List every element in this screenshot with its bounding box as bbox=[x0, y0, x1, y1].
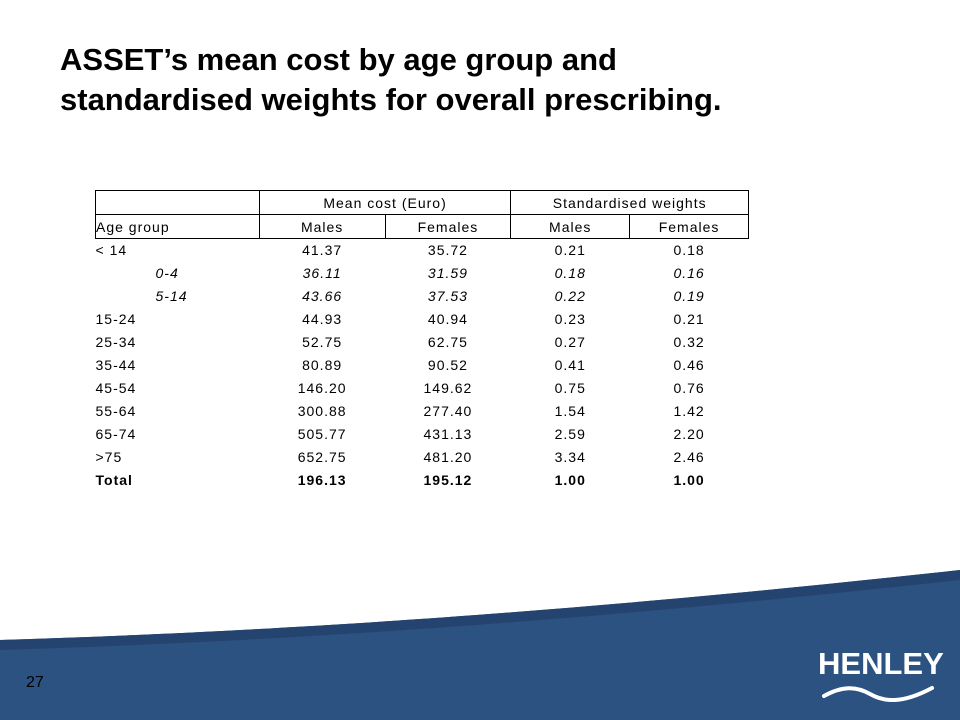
cell-males-cost: 80.89 bbox=[302, 357, 343, 373]
cell-males-weight: 0.18 bbox=[554, 265, 586, 281]
table-row: < 14 41.37 35.72 0.21 0.18 bbox=[96, 239, 749, 263]
cell-females-weight: 0.18 bbox=[673, 242, 705, 258]
wave-icon bbox=[822, 686, 934, 703]
footer-band-shape bbox=[0, 570, 960, 720]
table-row: 65-74 505.77 431.13 2.59 2.20 bbox=[96, 423, 749, 446]
cell-males-weight: 2.59 bbox=[554, 426, 586, 442]
table-column-header-row: Age group Males Females Males Females bbox=[95, 214, 749, 239]
cell-females-weight: 0.32 bbox=[673, 334, 705, 350]
cell-females-cost: 431.13 bbox=[423, 426, 473, 442]
cell-females-weight: 0.46 bbox=[673, 357, 705, 373]
henley-logo-text: HENLEY bbox=[818, 646, 944, 681]
cell-males-cost: 652.75 bbox=[297, 449, 347, 465]
slide-title-line-1: ASSET’s mean cost by age group and bbox=[60, 42, 617, 77]
cell-males-cost: 300.88 bbox=[297, 403, 347, 419]
slide-title: ASSET’s mean cost by age group and stand… bbox=[60, 40, 920, 120]
header-males-cost: Males bbox=[258, 214, 386, 239]
page-number: 27 bbox=[26, 674, 44, 691]
slide-title-line-2: standardised weights for overall prescri… bbox=[60, 82, 722, 117]
cell-males-weight: 1.00 bbox=[554, 472, 586, 488]
cell-females-weight: 0.21 bbox=[673, 311, 705, 327]
cell-females-cost: 195.12 bbox=[423, 472, 473, 488]
cell-females-weight: 1.00 bbox=[673, 472, 705, 488]
cell-males-cost: 43.66 bbox=[302, 288, 343, 304]
cell-males-weight: 3.34 bbox=[554, 449, 586, 465]
table-row: 15-24 44.93 40.94 0.23 0.21 bbox=[96, 308, 749, 331]
table-header-blank bbox=[95, 190, 260, 215]
cell-females-cost: 481.20 bbox=[423, 449, 473, 465]
cell-age-group: 0-4 bbox=[155, 265, 179, 281]
henley-logo: HENLEY bbox=[818, 640, 944, 708]
table-row-subgroup: 0-4 36.11 31.59 0.18 0.16 bbox=[96, 262, 749, 285]
cell-males-cost: 36.11 bbox=[302, 265, 342, 281]
cell-males-weight: 0.22 bbox=[554, 288, 586, 304]
table-row: >75 652.75 481.20 3.34 2.46 bbox=[96, 446, 749, 469]
cell-age-group: 25-34 bbox=[95, 334, 137, 350]
cell-females-cost: 277.40 bbox=[423, 403, 473, 419]
header-females-weight: Females bbox=[629, 214, 749, 239]
cell-age-group: 55-64 bbox=[95, 403, 137, 419]
table-row-total: Total 196.13 195.12 1.00 1.00 bbox=[96, 469, 749, 492]
cell-males-weight: 0.27 bbox=[554, 334, 586, 350]
cell-age-group: >75 bbox=[95, 449, 123, 465]
cell-females-cost: 90.52 bbox=[427, 357, 468, 373]
cell-males-weight: 1.54 bbox=[554, 403, 586, 419]
table-row-subgroup: 5-14 43.66 37.53 0.22 0.19 bbox=[96, 285, 749, 308]
cell-females-weight: 1.42 bbox=[673, 403, 705, 419]
cell-males-cost: 196.13 bbox=[297, 472, 347, 488]
cell-females-weight: 0.16 bbox=[673, 265, 705, 281]
header-females-cost: Females bbox=[384, 214, 511, 239]
cell-females-cost: 40.94 bbox=[427, 311, 468, 327]
cell-males-cost: 146.20 bbox=[297, 380, 347, 396]
cell-females-weight: 0.19 bbox=[673, 288, 705, 304]
cell-males-cost: 505.77 bbox=[297, 426, 347, 442]
cell-males-weight: 0.23 bbox=[554, 311, 586, 327]
cell-males-cost: 44.93 bbox=[302, 311, 343, 327]
cell-age-group: 35-44 bbox=[95, 357, 137, 373]
cell-females-weight: 2.46 bbox=[673, 449, 705, 465]
cell-age-group: Total bbox=[95, 472, 133, 488]
cell-age-group: 15-24 bbox=[95, 311, 137, 327]
cell-females-cost: 31.59 bbox=[427, 265, 468, 281]
header-mean-cost: Mean cost (Euro) bbox=[258, 190, 511, 215]
cost-weights-table: Mean cost (Euro) Standardised weights Ag… bbox=[95, 190, 749, 492]
cell-females-cost: 149.62 bbox=[423, 380, 473, 396]
header-standardised-weights: Standardised weights bbox=[510, 190, 749, 215]
cell-females-cost: 35.72 bbox=[427, 242, 468, 258]
cell-females-cost: 62.75 bbox=[427, 334, 468, 350]
cell-females-weight: 0.76 bbox=[673, 380, 705, 396]
cell-age-group: 65-74 bbox=[95, 426, 137, 442]
header-age-group: Age group bbox=[95, 214, 260, 239]
cell-males-weight: 0.21 bbox=[554, 242, 586, 258]
table-row: 45-54 146.20 149.62 0.75 0.76 bbox=[96, 377, 749, 400]
cell-males-cost: 41.37 bbox=[302, 242, 343, 258]
cell-females-cost: 37.53 bbox=[427, 288, 468, 304]
cell-age-group: < 14 bbox=[95, 242, 128, 258]
header-males-weight: Males bbox=[510, 214, 630, 239]
table-group-header-row: Mean cost (Euro) Standardised weights bbox=[95, 190, 749, 215]
cell-age-group: 5-14 bbox=[155, 288, 188, 304]
footer-band bbox=[0, 570, 960, 720]
table-row: 55-64 300.88 277.40 1.54 1.42 bbox=[96, 400, 749, 423]
cell-age-group: 45-54 bbox=[95, 380, 137, 396]
table-row: 25-34 52.75 62.75 0.27 0.32 bbox=[96, 331, 749, 354]
cell-females-weight: 2.20 bbox=[673, 426, 705, 442]
cell-males-cost: 52.75 bbox=[302, 334, 343, 350]
cell-males-weight: 0.75 bbox=[554, 380, 586, 396]
table-row: 35-44 80.89 90.52 0.41 0.46 bbox=[96, 354, 749, 377]
cell-males-weight: 0.41 bbox=[554, 357, 586, 373]
